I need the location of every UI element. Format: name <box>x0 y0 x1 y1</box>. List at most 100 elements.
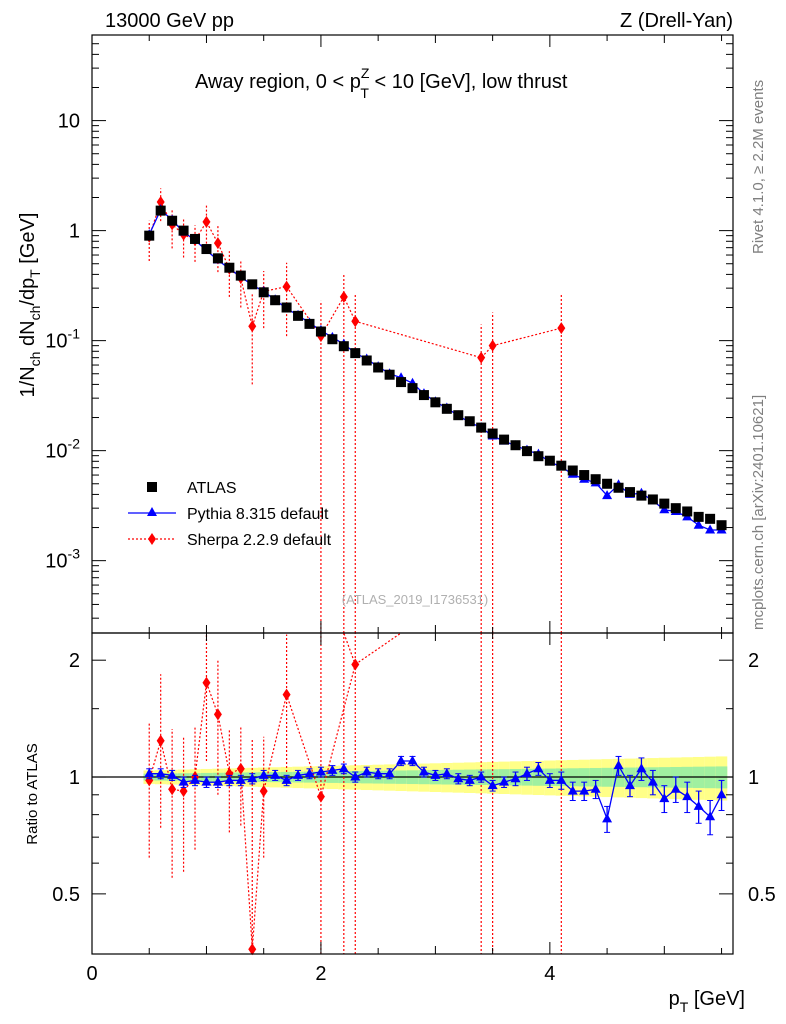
pythia-ratio-point <box>476 771 487 781</box>
y-tick-label: 1 <box>69 221 80 243</box>
y-tick-mantissa: 10 <box>45 331 67 353</box>
atlas-point <box>705 513 716 524</box>
atlas-point <box>590 474 601 485</box>
atlas-point <box>190 233 201 244</box>
pythia-ratio-point <box>521 768 532 778</box>
x-axis-label: pT [GeV] <box>669 988 745 1015</box>
sherpa-point <box>156 196 165 209</box>
sherpa-series <box>145 188 566 633</box>
pythia-ratio-point <box>567 785 578 795</box>
legend-item-atlas: ATLAS <box>147 480 237 497</box>
pythia-ratio-point <box>453 773 464 783</box>
sherpa-ratio-point <box>213 708 222 721</box>
ratio-y-tick-label-left: 2 <box>69 650 80 672</box>
pythia-ratio-point <box>418 766 429 776</box>
atlas-point <box>281 302 292 313</box>
pythia-ratio-point <box>350 771 361 781</box>
pythia-ratio-point <box>659 793 670 803</box>
atlas-point <box>716 520 727 531</box>
pythia-ratio-point <box>361 766 372 776</box>
pythia-ratio-point <box>373 768 384 778</box>
pythia-ratio-point <box>624 780 635 790</box>
sherpa-ratio-point <box>145 774 154 787</box>
pythia-ratio-point <box>716 789 727 799</box>
sherpa-point <box>477 351 486 364</box>
y-tick-label: 10 <box>58 111 80 133</box>
atlas-point <box>487 428 498 439</box>
ratio-y-axis-label: Ratio to ATLAS <box>24 743 41 844</box>
pythia-ratio-point <box>384 768 395 778</box>
atlas-point <box>418 390 429 401</box>
pythia-ratio-point <box>407 755 418 765</box>
atlas-point <box>579 470 590 481</box>
pythia-point <box>693 519 704 529</box>
ratio-y-tick-label-right: 0.5 <box>748 884 776 906</box>
sherpa-ratio-point <box>202 676 211 689</box>
pythia-ratio-series <box>144 755 727 836</box>
pythia-ratio-point <box>327 764 338 774</box>
pythia-ratio-point <box>487 780 498 790</box>
atlas-point <box>476 422 487 433</box>
atlas-point <box>613 482 624 493</box>
pythia-ratio-point <box>315 766 326 776</box>
legend-item-pythia: Pythia 8.315 default <box>128 506 329 523</box>
y-tick-label: 10-2 <box>45 436 80 463</box>
sherpa-point <box>282 280 291 293</box>
legend-sherpa-marker <box>148 533 156 545</box>
sherpa-ratio-point <box>179 785 188 798</box>
legend-pythia-marker <box>147 507 157 516</box>
sherpa-point <box>488 339 497 352</box>
legend-pythia-label: Pythia 8.315 default <box>187 506 329 523</box>
pythia-ratio-point <box>396 755 407 765</box>
pythia-point <box>659 504 670 514</box>
atlas-point <box>350 348 361 359</box>
sherpa-ratio-point <box>248 943 257 956</box>
y-label-part: /dp <box>17 278 39 306</box>
x-tick-label: 2 <box>315 963 326 985</box>
atlas-point <box>258 287 269 298</box>
y-label-part: [GeV] <box>17 213 39 270</box>
pythia-ratio-point <box>190 774 201 784</box>
pythia-ratio-point <box>178 776 189 786</box>
atlas-point <box>556 460 567 471</box>
pythia-ratio-point <box>281 774 292 784</box>
y-label-sub: ch <box>27 306 43 321</box>
sherpa-ratio-series <box>145 632 562 956</box>
y-label-sub: ch <box>27 352 43 367</box>
atlas-point <box>659 498 670 509</box>
pythia-ratio-point <box>224 774 235 784</box>
atlas-point <box>636 490 647 501</box>
atlas-point <box>430 397 441 408</box>
atlas-point <box>270 295 281 306</box>
mcplots-label: mcplots.cern.ch [arXiv:2401.10621] <box>750 395 767 630</box>
plot-title-sup: Z <box>361 65 370 81</box>
atlas-point <box>304 318 315 329</box>
pythia-ratio-point <box>235 774 246 784</box>
pythia-ratio-point <box>705 811 716 821</box>
atlas-point <box>396 377 407 388</box>
y-axis-label: 1/Nch dNch/dpT [GeV] <box>17 213 43 398</box>
pythia-ratio-point <box>258 769 269 779</box>
atlas-point <box>178 225 189 236</box>
pythia-ratio-point <box>304 768 315 778</box>
y-tick-label: 10-3 <box>45 546 80 573</box>
atlas-point <box>373 362 384 373</box>
y-tick-exponent: -1 <box>68 326 81 342</box>
x-tick-label: 4 <box>544 963 555 985</box>
analysis-watermark: (ATLAS_2019_I1736531) <box>342 592 488 607</box>
atlas-point <box>361 355 372 366</box>
atlas-point <box>338 341 349 352</box>
pythia-ratio-point <box>338 763 349 773</box>
atlas-point <box>327 334 338 345</box>
atlas-point <box>407 383 418 394</box>
atlas-point <box>464 416 475 427</box>
sherpa-point <box>202 215 211 228</box>
pythia-ratio-point <box>636 763 647 773</box>
pythia-ratio-point <box>441 768 452 778</box>
plot-title-main: Away region, 0 < p <box>195 71 361 93</box>
pythia-ratio-point <box>533 763 544 773</box>
atlas-point <box>499 434 510 445</box>
pythia-point <box>602 490 613 500</box>
atlas-point <box>544 455 555 466</box>
sherpa-ratio-line <box>354 632 402 665</box>
